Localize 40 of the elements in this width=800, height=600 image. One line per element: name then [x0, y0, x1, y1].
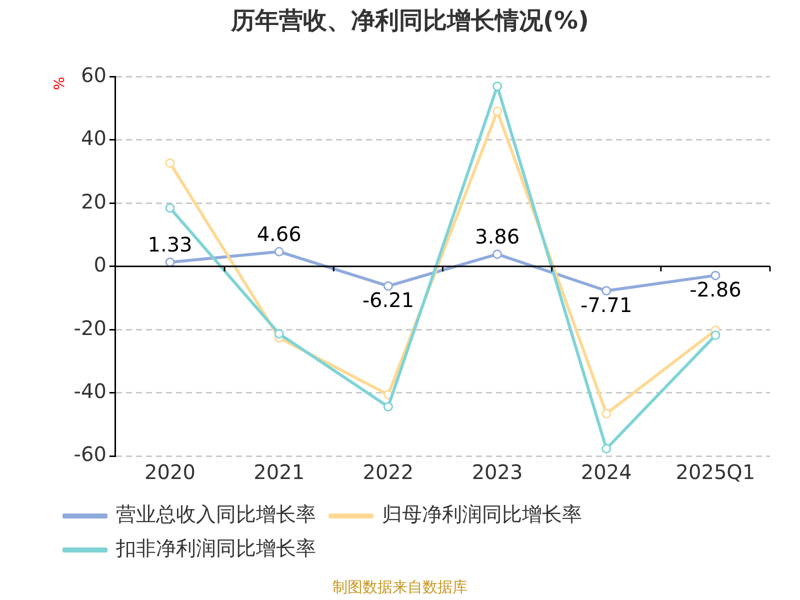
legend-label: 扣非净利润同比增长率 — [115, 536, 316, 560]
point — [492, 249, 502, 259]
point — [274, 328, 284, 338]
x-tick-label: 2022 — [362, 460, 414, 484]
y-tick-label: 40 — [81, 126, 106, 150]
point — [602, 408, 612, 418]
data-label: -7.71 — [580, 292, 632, 317]
point — [165, 158, 175, 168]
x-tick-label: 2020 — [144, 460, 196, 484]
y-tick-label: -40 — [74, 379, 106, 404]
data-label: 4.66 — [256, 222, 302, 246]
chart-title: 历年营收、净利同比增长情况(%) — [230, 6, 589, 35]
point — [710, 330, 720, 340]
point — [602, 286, 612, 296]
y-tick-label: 20 — [81, 189, 106, 214]
point — [383, 281, 393, 291]
text: 制图数据来自数据库 — [332, 578, 468, 596]
point — [602, 444, 612, 454]
point — [710, 270, 720, 280]
x-tick-label: 2023 — [472, 460, 523, 484]
data-label: 3.86 — [475, 224, 520, 248]
legend-label: 营业总收入同比增长率 — [116, 502, 316, 526]
data-label: -2.86 — [690, 278, 742, 302]
y-axis-title: % — [52, 76, 68, 90]
point — [383, 402, 393, 412]
point — [165, 257, 175, 267]
point — [274, 246, 284, 256]
x-tick-label: 2024 — [580, 460, 632, 484]
point — [165, 203, 175, 213]
y-tick-label: -20 — [74, 316, 106, 340]
legend-label: 归母净利润同比增长率 — [382, 502, 582, 526]
point — [492, 82, 502, 92]
data-label: 1.33 — [148, 232, 192, 256]
x-tick-label: 2021 — [254, 460, 305, 484]
y-tick-label: 0 — [94, 252, 106, 277]
x-tick-label: 2025Q1 — [676, 460, 756, 484]
y-tick-label: 60 — [81, 63, 106, 88]
data-label: -6.21 — [362, 288, 414, 312]
y-tick-label: -60 — [74, 442, 106, 466]
point — [492, 106, 502, 116]
